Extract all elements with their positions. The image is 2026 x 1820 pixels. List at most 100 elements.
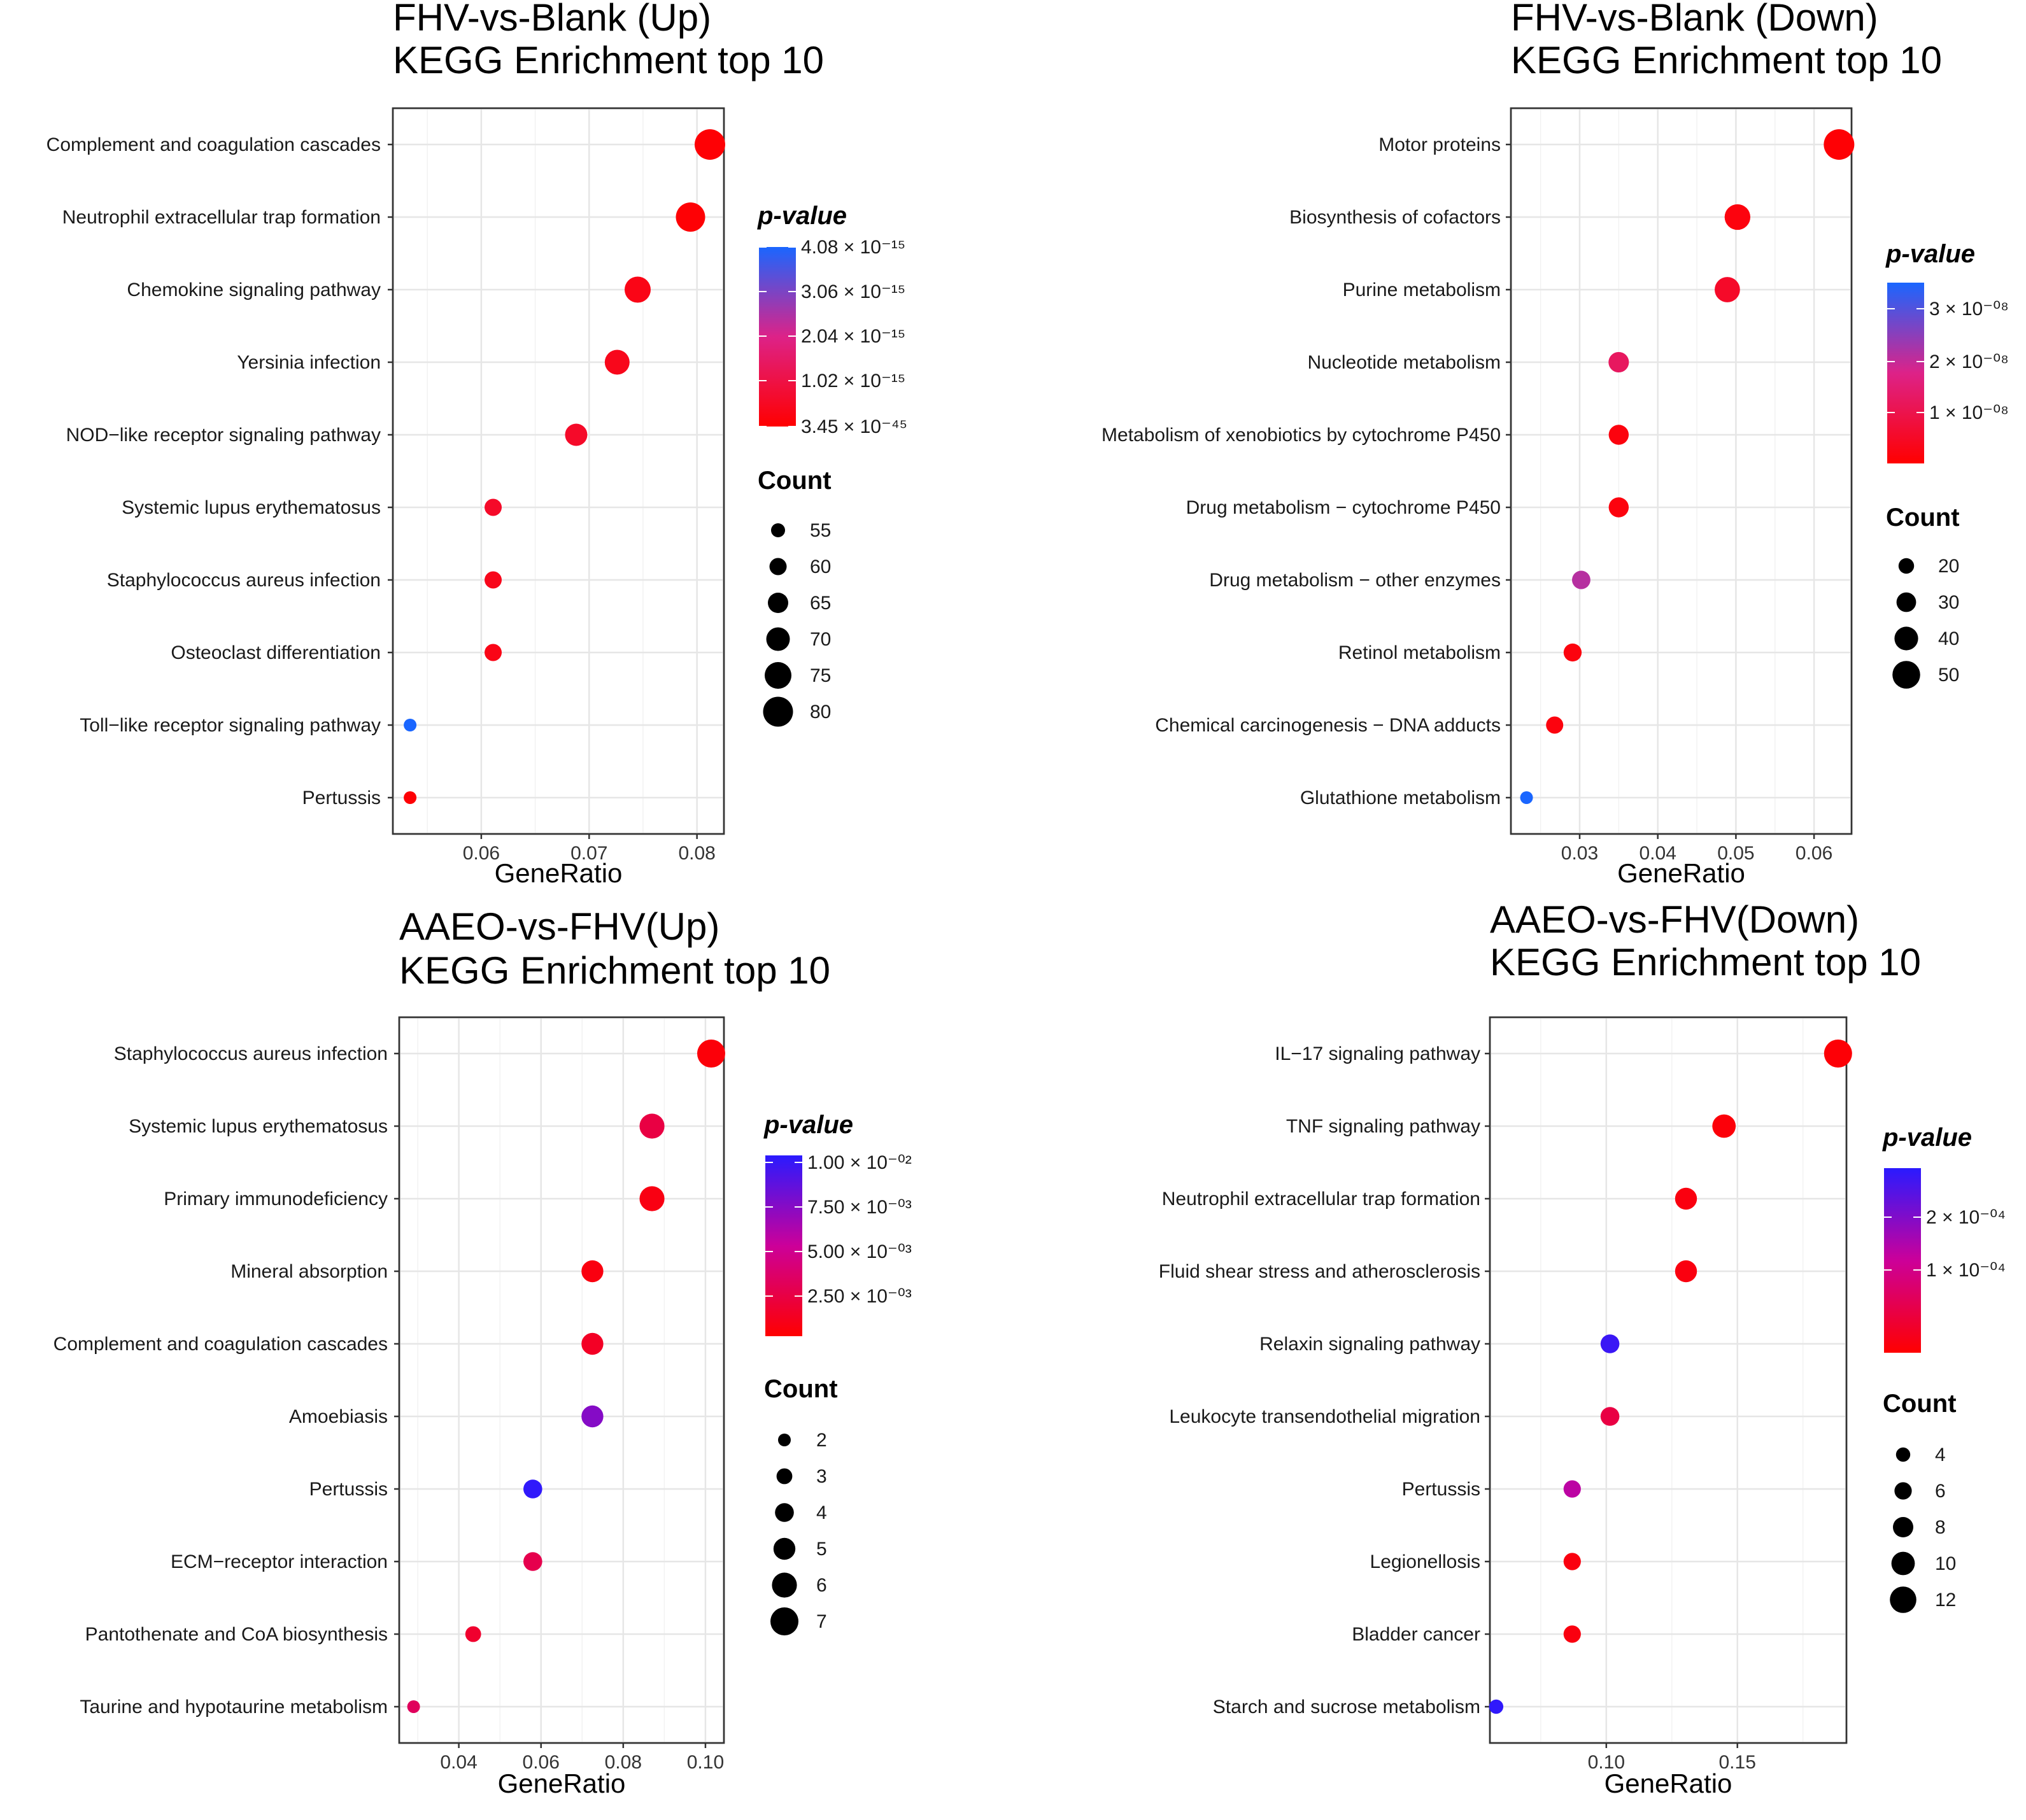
- data-point: [1563, 643, 1582, 662]
- chart-panel-1: FHV-vs-Blank (Up)KEGG Enrichment top 10 C…: [46, 0, 907, 888]
- count-legend-dot: [1894, 1482, 1912, 1500]
- data-point: [1520, 791, 1533, 804]
- count-legend-label: 5: [816, 1539, 827, 1560]
- category-label: Retinol metabolism: [1338, 642, 1501, 663]
- plot-panel-border: [1489, 1016, 1848, 1744]
- category-label: Drug metabolism − other enzymes: [1209, 570, 1501, 591]
- data-point: [523, 1552, 542, 1571]
- pvalue-legend: p-value 3 × 10⁻⁰⁸ 2 × 10⁻⁰⁸ 1 × 10⁻⁰⁸: [1885, 240, 2009, 463]
- pvalue-legend-label: 3.06 × 10⁻¹⁵: [801, 281, 905, 302]
- count-legend-label: 55: [810, 520, 831, 541]
- count-legend-label: 6: [1935, 1481, 1946, 1502]
- data-point: [581, 1260, 604, 1283]
- count-legend-label: 6: [816, 1575, 827, 1596]
- count-legend: Count 2 3 4 5 6 7: [764, 1375, 838, 1635]
- pvalue-colorbar: [1887, 283, 1924, 463]
- pvalue-legend: p-value 1.00 × 10⁻⁰² 7.50 × 10⁻⁰³ 5.00 × 10…: [763, 1111, 912, 1336]
- pvalue-legend-label: 7.50 × 10⁻⁰³: [807, 1197, 912, 1218]
- count-legend-label: 12: [1935, 1590, 1956, 1611]
- chart-title-line-1: AAEO-vs-FHV(Up): [399, 905, 719, 948]
- category-label: Pertussis: [309, 1479, 388, 1500]
- data-point: [407, 1700, 420, 1713]
- count-legend: Count 4 6 8 10 12: [1883, 1390, 1957, 1613]
- category-label: Biosynthesis of cofactors: [1289, 207, 1501, 228]
- x-tick-label: 0.04: [1639, 843, 1676, 864]
- plot-panel-border: [398, 1016, 725, 1744]
- count-legend-label: 75: [810, 665, 831, 686]
- category-label: NOD−like receptor signaling pathway: [66, 425, 381, 446]
- data-point: [485, 571, 502, 589]
- data-point: [1824, 129, 1855, 160]
- count-legend-title: Count: [1886, 504, 1960, 532]
- x-tick-label: 0.08: [678, 843, 715, 864]
- x-tick-label: 0.06: [463, 843, 500, 864]
- count-legend-dot: [776, 1468, 793, 1485]
- category-label: Neutrophil extracellular trap formation: [1162, 1189, 1480, 1210]
- data-point: [697, 1040, 725, 1068]
- count-legend-dot: [778, 1434, 791, 1446]
- count-legend-label: 70: [810, 629, 831, 650]
- plot-panel: [398, 1016, 725, 1744]
- data-point: [1715, 277, 1740, 302]
- pvalue-legend-label: 2.50 × 10⁻⁰³: [807, 1286, 912, 1307]
- pvalue-legend-label: 2 × 10⁻⁰⁸: [1929, 351, 2009, 372]
- count-legend-dot: [1891, 1551, 1915, 1576]
- category-label: Staphylococcus aureus infection: [107, 570, 381, 591]
- count-legend-dot: [771, 523, 785, 537]
- category-label: Mineral absorption: [230, 1261, 388, 1282]
- category-label: Yersinia infection: [237, 352, 381, 373]
- count-legend-label: 30: [1938, 592, 1959, 613]
- pvalue-legend-label: 2.04 × 10⁻¹⁵: [801, 326, 905, 347]
- category-label: Taurine and hypotaurine metabolism: [80, 1697, 388, 1718]
- data-point: [1600, 1407, 1620, 1426]
- count-legend-label: 4: [816, 1502, 827, 1523]
- count-legend-dot: [1896, 592, 1916, 612]
- data-point: [1712, 1114, 1736, 1138]
- category-label: Pertussis: [302, 787, 381, 808]
- chart-title-line-2: KEGG Enrichment top 10: [1511, 39, 1942, 81]
- data-point: [1546, 716, 1564, 734]
- data-point: [1489, 1699, 1504, 1714]
- data-point: [404, 791, 417, 804]
- count-legend-dot: [1893, 1517, 1913, 1537]
- pvalue-legend: p-value 4.08 × 10⁻¹⁵ 3.06 × 10⁻¹⁵ 2.04 × 10…: [757, 202, 907, 437]
- category-label: Starch and sucrose metabolism: [1213, 1697, 1480, 1718]
- chart-panel-3: AAEO-vs-FHV(Up)KEGG Enrichment top 10 Sta…: [53, 905, 912, 1798]
- data-point: [1608, 497, 1629, 518]
- pvalue-legend-title: p-value: [1882, 1124, 1972, 1152]
- category-label: TNF signaling pathway: [1286, 1116, 1480, 1137]
- pvalue-colorbar: [765, 1155, 802, 1336]
- category-label: Fluid shear stress and atherosclerosis: [1159, 1261, 1480, 1282]
- count-legend-label: 8: [1935, 1517, 1946, 1538]
- count-legend-dot: [763, 696, 793, 727]
- x-tick-label: 0.05: [1717, 843, 1754, 864]
- data-point: [676, 202, 705, 232]
- pvalue-legend-label: 1.02 × 10⁻¹⁵: [801, 370, 905, 392]
- data-point: [1563, 1625, 1581, 1643]
- count-legend-dot: [772, 1572, 797, 1598]
- data-point: [1563, 1553, 1581, 1570]
- pvalue-legend-label: 2 × 10⁻⁰⁴: [1926, 1207, 2006, 1228]
- category-label: Complement and coagulation cascades: [53, 1334, 388, 1355]
- chart-title-line-2: KEGG Enrichment top 10: [399, 949, 830, 992]
- category-label: Complement and coagulation cascades: [46, 134, 381, 155]
- x-axis-label: GeneRatio: [498, 1768, 626, 1798]
- count-legend-label: 50: [1938, 665, 1959, 686]
- chart-panel-2: FHV-vs-Blank (Down)KEGG Enrichment top 1…: [1102, 0, 2009, 888]
- category-label: Motor proteins: [1378, 134, 1501, 155]
- pvalue-legend-label: 1 × 10⁻⁰⁴: [1926, 1260, 2006, 1281]
- data-point: [523, 1479, 542, 1499]
- count-legend-dot: [775, 1503, 794, 1522]
- category-label: Systemic lupus erythematosus: [129, 1116, 388, 1137]
- category-label: Chemokine signaling pathway: [127, 279, 381, 300]
- data-point: [404, 719, 417, 731]
- pvalue-legend-label: 1 × 10⁻⁰⁸: [1929, 402, 2009, 423]
- data-point: [485, 498, 502, 516]
- count-legend: Count 55 60 65 70 75 80: [758, 467, 832, 727]
- data-point: [639, 1186, 665, 1211]
- data-point: [624, 276, 651, 303]
- count-legend-dot: [769, 558, 787, 575]
- category-label: Nucleotide metabolism: [1308, 352, 1501, 373]
- count-legend-dot: [1892, 661, 1920, 689]
